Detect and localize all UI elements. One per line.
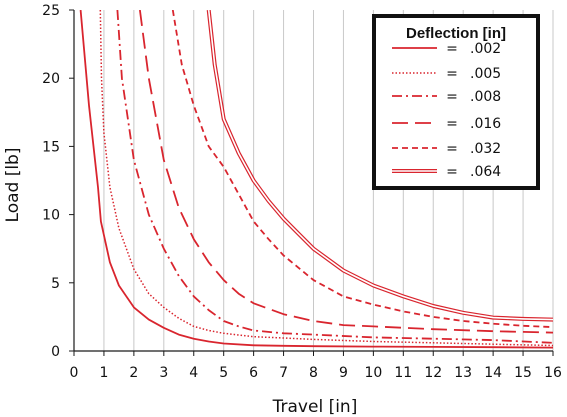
- series-line-d005: [99, 10, 553, 347]
- axes: [69, 9, 554, 356]
- legend-equals: =: [446, 141, 458, 157]
- legend-title: Deflection [in]: [406, 25, 506, 42]
- legend-box: [372, 14, 540, 190]
- x-tick-label-3: 3: [159, 365, 168, 381]
- x-tick-label-9: 9: [339, 365, 348, 381]
- series-line-d016: [139, 10, 553, 334]
- series-d032: [171, 10, 553, 328]
- legend-item-d008: = .008: [392, 89, 501, 105]
- series-line-d008: [116, 10, 553, 344]
- series-line-d064-inner: [207, 10, 553, 321]
- legend-label: .016: [470, 116, 501, 132]
- x-tick-label-6: 6: [249, 365, 258, 381]
- x-tick-label-15: 15: [514, 365, 532, 381]
- legend-equals: =: [446, 89, 458, 105]
- y-axis-label: Load [lb]: [3, 148, 23, 223]
- y-tick-label-0: 0: [51, 344, 60, 360]
- x-tick-label-5: 5: [219, 365, 228, 381]
- x-axis-label: Travel [in]: [272, 397, 358, 417]
- series-lines: [79, 10, 553, 349]
- legend-equals: =: [446, 41, 458, 57]
- x-tick-label-13: 13: [454, 365, 472, 381]
- legend-item-d064: = .064: [392, 164, 501, 180]
- legend-label: .002: [470, 41, 501, 57]
- y-tick-label-25: 25: [42, 3, 60, 19]
- y-tick-label-20: 20: [42, 71, 60, 87]
- x-tick-label-14: 14: [484, 365, 502, 381]
- legend-item-d032: = .032: [392, 141, 501, 157]
- x-tick-label-8: 8: [309, 365, 318, 381]
- y-tick-label-10: 10: [42, 208, 60, 224]
- series-line-d002: [79, 10, 553, 349]
- x-tick-label-11: 11: [394, 365, 412, 381]
- legend-equals: =: [446, 116, 458, 132]
- legend-item-d005: = .005: [392, 66, 501, 82]
- x-tick-label-10: 10: [364, 365, 382, 381]
- series-line-d032: [171, 10, 553, 328]
- x-tick-label-12: 12: [424, 365, 442, 381]
- legend-equals: =: [446, 66, 458, 82]
- series-d008: [116, 10, 553, 344]
- legend-label: .005: [470, 66, 501, 82]
- legend-equals: =: [446, 164, 458, 180]
- legend-label: .064: [470, 164, 501, 180]
- x-tick-label-16: 16: [544, 365, 562, 381]
- legend-item-d002: = .002: [392, 41, 501, 57]
- legend-entries: = .002 = .005 = .008 = .016 = .032 = .064: [392, 41, 501, 180]
- series-d064: [206, 10, 553, 322]
- legend-label: .008: [470, 89, 501, 105]
- x-tick-label-4: 4: [189, 365, 198, 381]
- series-d002: [79, 10, 553, 349]
- x-tick-label-7: 7: [279, 365, 288, 381]
- legend: Deflection [in] = .002 = .005 = .008 = .016 = .03…: [372, 14, 540, 190]
- legend-label: .032: [470, 141, 501, 157]
- series-d005: [99, 10, 553, 347]
- x-tick-label-1: 1: [99, 365, 108, 381]
- x-tick-label-0: 0: [70, 365, 79, 381]
- y-tick-label-15: 15: [42, 139, 60, 155]
- series-d016: [139, 10, 553, 334]
- x-tick-label-2: 2: [129, 365, 138, 381]
- legend-item-d016: = .016: [392, 116, 501, 132]
- y-tick-label-5: 5: [51, 276, 60, 292]
